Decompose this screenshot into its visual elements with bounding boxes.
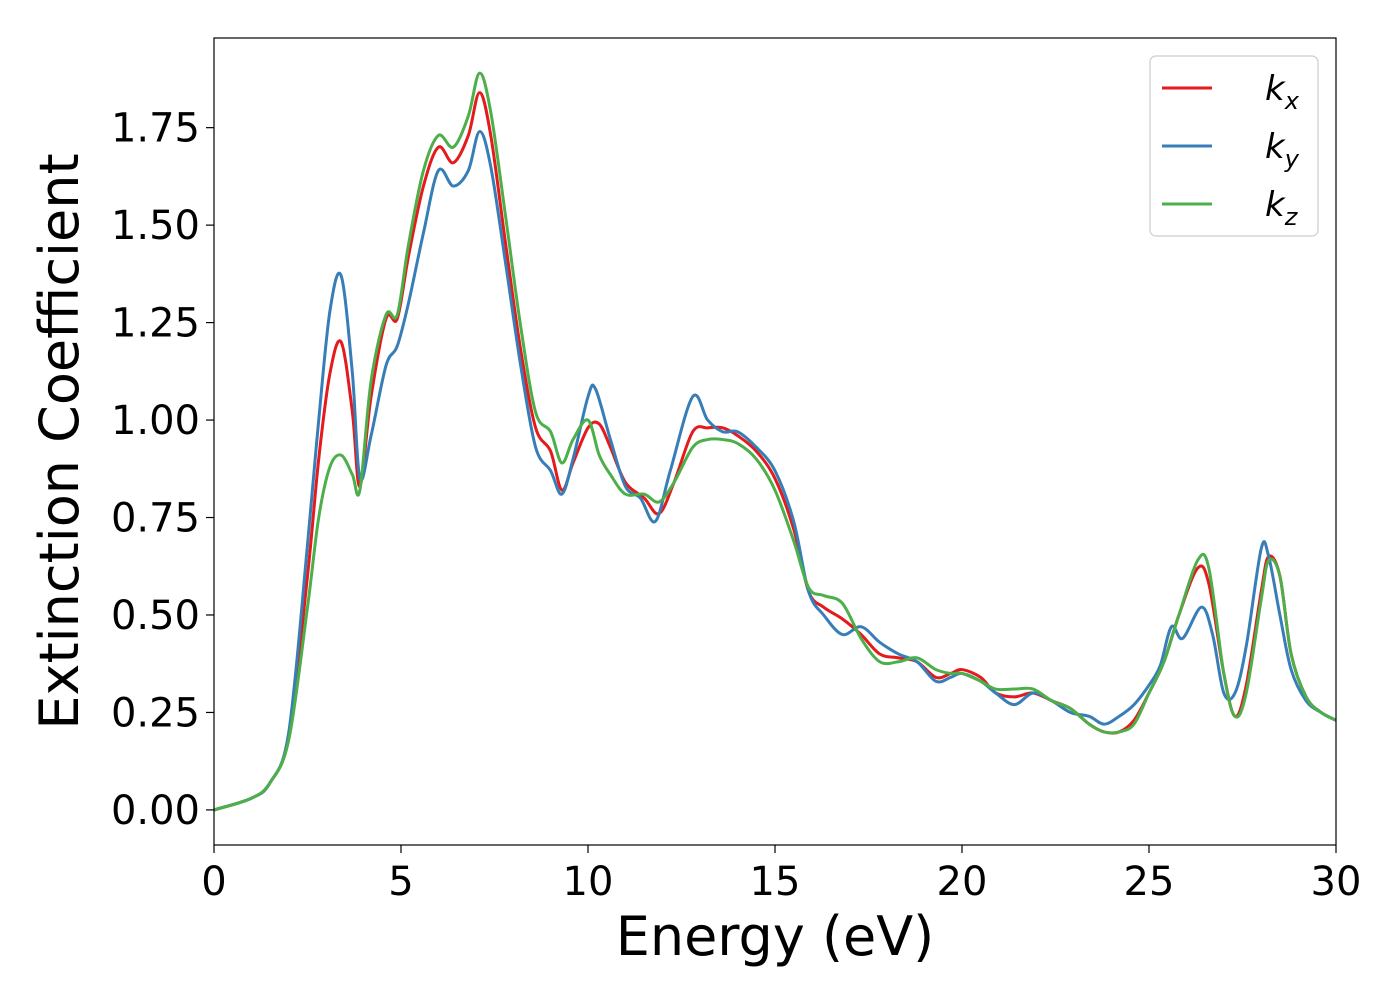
y-axis-title: Extinction Coefficient — [28, 153, 91, 729]
series-layer — [214, 71, 1336, 812]
y-tick-label: 0.75 — [111, 496, 200, 542]
legend-label-y: ky — [1265, 127, 1300, 173]
y-tick-label: 1.25 — [111, 301, 200, 347]
x-tick-label: 0 — [201, 859, 226, 905]
x-axis-title: Energy (eV) — [616, 905, 935, 968]
ticks-layer: 0 5 10 15 20 25 30 0.00 0.25 0.50 0.75 1.00 1.25 1.50… — [111, 106, 1362, 905]
legend: kx ky kz — [1149, 55, 1319, 237]
y-tick-label: 0.25 — [111, 690, 200, 736]
series-line-y — [214, 130, 1336, 812]
legend-label-z: kz — [1265, 185, 1299, 231]
legend-box — [1149, 55, 1319, 237]
series-line-z — [214, 71, 1336, 812]
legend-label-x: kx — [1265, 69, 1300, 115]
y-tick-label: 0.50 — [111, 593, 200, 639]
y-tick-label: 1.75 — [111, 106, 200, 152]
x-tick-label: 20 — [937, 859, 988, 905]
y-tick-label: 0.00 — [111, 788, 200, 834]
x-tick-label: 5 — [388, 859, 413, 905]
x-tick-label: 30 — [1311, 859, 1362, 905]
x-tick-label: 10 — [563, 859, 614, 905]
y-tick-label: 1.50 — [111, 203, 200, 249]
x-tick-label: 15 — [750, 859, 801, 905]
x-tick-label: 25 — [1124, 859, 1175, 905]
y-tick-label: 1.00 — [111, 398, 200, 444]
